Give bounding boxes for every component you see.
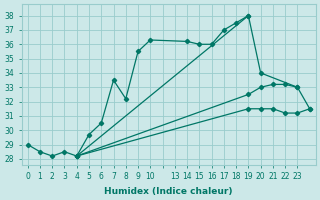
X-axis label: Humidex (Indice chaleur): Humidex (Indice chaleur) bbox=[104, 187, 233, 196]
